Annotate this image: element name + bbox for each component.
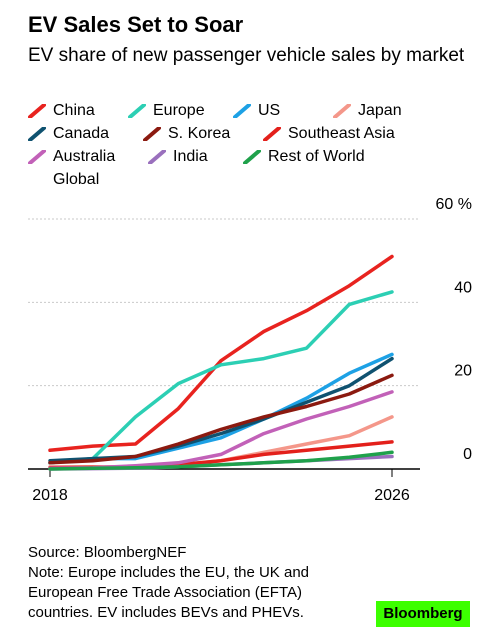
legend-swatch — [128, 104, 146, 118]
y-tick-label: 20 — [454, 363, 472, 380]
legend-swatch — [28, 104, 46, 118]
x-tick-label: 2026 — [374, 487, 410, 504]
legend-label: Europe — [153, 102, 205, 119]
legend-label: China — [53, 102, 95, 119]
legend-label: Global — [53, 171, 100, 188]
legend-label: India — [173, 148, 208, 165]
y-tick-label: 40 — [454, 279, 472, 296]
series-line-rest-of-world — [48, 450, 394, 471]
legend-swatch — [243, 150, 261, 164]
series-line-europe — [48, 290, 394, 465]
legend-label: Canada — [53, 125, 110, 142]
series-line-china — [48, 254, 394, 453]
legend-swatch — [28, 150, 46, 164]
legend-label: US — [258, 102, 281, 119]
legend-label: Japan — [358, 102, 402, 119]
legend-label: S. Korea — [168, 125, 231, 142]
legend-swatch — [333, 104, 351, 118]
legend-swatch — [148, 150, 166, 164]
chart-footer: Source: BloombergNEF Note: Europe includ… — [28, 543, 358, 623]
legend-swatch — [143, 127, 161, 141]
line-chart: 0 20 40 60 % 2018 2026 — [28, 196, 472, 504]
legend-swatch — [28, 127, 46, 141]
legend-swatch — [233, 104, 251, 118]
x-tick-label: 2018 — [32, 487, 68, 504]
legend-swatch — [263, 127, 281, 141]
chart-title: EV Sales Set to Soar — [28, 12, 244, 37]
footnote: Note: Europe includes the EU, the UK and… — [28, 564, 310, 621]
bloomberg-logo: Bloomberg — [376, 601, 470, 627]
source-note: Source: BloombergNEF — [28, 544, 187, 561]
legend-label: Rest of World — [268, 148, 365, 165]
chart-subtitle: EV share of new passenger vehicle sales … — [28, 45, 465, 66]
legend-label: Southeast Asia — [288, 125, 395, 142]
legend-label: Australia — [53, 148, 116, 165]
y-tick-label: 60 % — [436, 196, 472, 213]
y-tick-label: 0 — [463, 446, 472, 463]
series-line-s-korea — [48, 373, 394, 465]
